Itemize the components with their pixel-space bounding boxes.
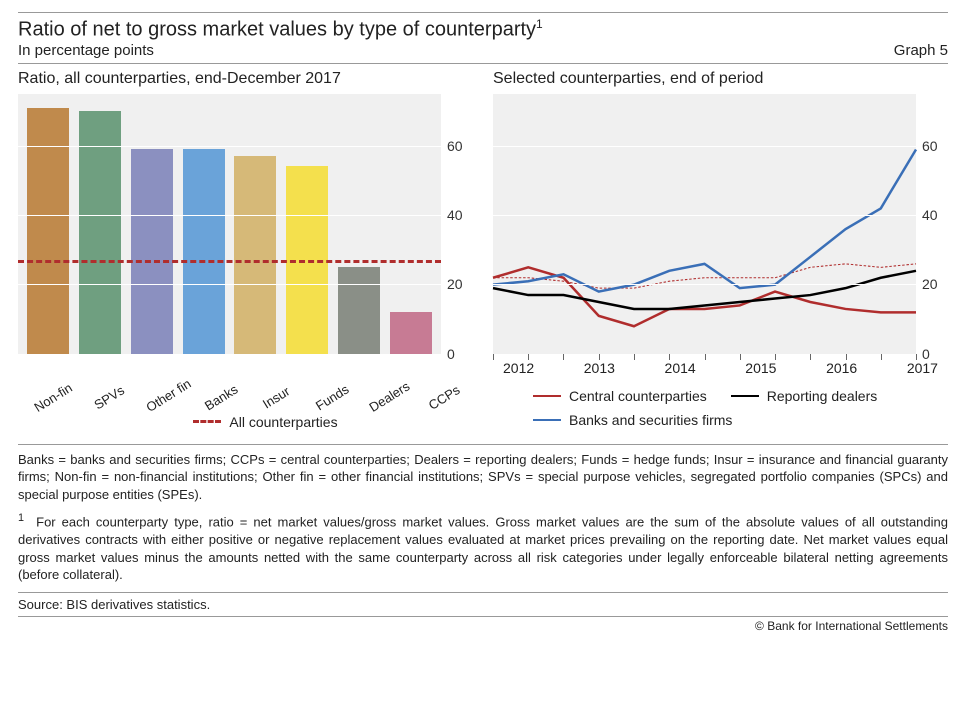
line-y-axis: 0204060 <box>916 94 948 354</box>
x-tick-mark <box>669 354 670 360</box>
y-tick-label: 0 <box>922 346 930 362</box>
x-tick-mark <box>740 354 741 360</box>
line-panel: Selected counterparties, end of period 0… <box>493 70 948 430</box>
bar-plot-wrap: 0204060 <box>18 94 473 354</box>
y-tick-label: 0 <box>447 346 455 362</box>
x-tick-mark <box>528 354 529 360</box>
bar-panel-title: Ratio, all counterparties, end-December … <box>18 70 473 88</box>
grid-line <box>18 215 441 216</box>
x-label: Funds <box>311 380 371 441</box>
footnote-body: For each counterparty type, ratio = net … <box>18 515 948 583</box>
x-year-label: 2017 <box>907 360 938 376</box>
notes-section: Banks = banks and securities firms; CCPs… <box>18 444 948 584</box>
x-tick-mark <box>881 354 882 360</box>
footnote-text: 1 For each counterparty type, ratio = ne… <box>18 511 948 584</box>
legend-item: Reporting dealers <box>731 388 878 404</box>
grid-line <box>18 354 441 355</box>
x-label: SPVs <box>87 380 147 441</box>
x-year-label: 2016 <box>826 360 857 376</box>
bar-y-axis: 0204060 <box>441 94 473 354</box>
x-tick-mark <box>563 354 564 360</box>
y-tick-label: 40 <box>447 207 463 223</box>
bar-x-axis: Non-finSPVsOther finBanksInsurFundsDeale… <box>18 362 473 408</box>
reference-line <box>18 260 441 263</box>
y-tick-label: 20 <box>447 276 463 292</box>
definitions-text: Banks = banks and securities firms; CCPs… <box>18 451 948 504</box>
line-swatch-icon <box>731 395 759 397</box>
title-row: Ratio of net to gross market values by t… <box>18 12 948 42</box>
x-label: Other fin <box>143 380 203 441</box>
panels-container: Ratio, all counterparties, end-December … <box>18 70 948 430</box>
x-year-label: 2012 <box>503 360 534 376</box>
line-legend: Central counterparties Reporting dealers B… <box>493 384 948 428</box>
bar-spvs <box>79 111 121 354</box>
x-label: Insur <box>255 380 315 441</box>
y-tick-label: 20 <box>922 276 938 292</box>
line-swatch-icon <box>533 419 561 421</box>
line-x-axis: 2012 2013 2014 2015 2016 2017 <box>493 360 948 376</box>
y-tick-label: 40 <box>922 207 938 223</box>
x-tick-mark <box>846 354 847 360</box>
footnote-number: 1 <box>18 512 24 524</box>
grid-line <box>493 215 916 216</box>
bars-container <box>18 94 441 354</box>
line-plot-area <box>493 94 916 354</box>
copyright-text: © Bank for International Settlements <box>18 619 948 633</box>
legend-item: Central counterparties <box>533 388 707 404</box>
x-tick-mark <box>599 354 600 360</box>
line-swatch-icon <box>533 395 561 397</box>
grid-line <box>493 146 916 147</box>
bar-other-fin <box>131 149 173 354</box>
chart-subtitle: In percentage points <box>18 42 154 59</box>
bar-plot-area <box>18 94 441 354</box>
chart-title: Ratio of net to gross market values by t… <box>18 17 543 42</box>
grid-line <box>18 284 441 285</box>
x-label: Banks <box>199 380 259 441</box>
legend-label: Reporting dealers <box>767 388 878 404</box>
x-year-label: 2013 <box>584 360 615 376</box>
title-sup: 1 <box>536 17 543 31</box>
graph-number-label: Graph 5 <box>894 42 948 59</box>
x-tick-mark <box>916 354 917 360</box>
title-text: Ratio of net to gross market values by t… <box>18 19 536 41</box>
legend-label: Central counterparties <box>569 388 707 404</box>
x-tick-mark <box>810 354 811 360</box>
line-panel-title: Selected counterparties, end of period <box>493 70 948 88</box>
bar-non-fin <box>27 108 69 354</box>
line-plot-wrap: 0204060 <box>493 94 948 354</box>
legend-label: Banks and securities firms <box>569 412 732 428</box>
x-label: CCPs <box>422 380 482 441</box>
x-year-label: 2014 <box>665 360 696 376</box>
subtitle-row: In percentage points Graph 5 <box>18 42 948 64</box>
line-svg <box>493 94 916 354</box>
x-label: Dealers <box>367 380 427 441</box>
x-tick-mark <box>705 354 706 360</box>
series-line <box>493 149 916 291</box>
x-tick-mark <box>775 354 776 360</box>
source-row: Source: BIS derivatives statistics. <box>18 592 948 617</box>
legend-item: Banks and securities firms <box>533 412 732 428</box>
bar-panel: Ratio, all counterparties, end-December … <box>18 70 473 430</box>
x-year-label: 2015 <box>745 360 776 376</box>
grid-line <box>18 146 441 147</box>
bar-dealers <box>338 267 380 354</box>
y-tick-label: 60 <box>447 138 463 154</box>
y-tick-label: 60 <box>922 138 938 154</box>
bar-insur <box>234 156 276 354</box>
bar-ccps <box>390 312 432 354</box>
x-tick-mark <box>634 354 635 360</box>
bar-banks <box>183 149 225 354</box>
grid-line <box>493 284 916 285</box>
x-label: Non-fin <box>31 380 91 441</box>
x-tick-mark <box>493 354 494 360</box>
